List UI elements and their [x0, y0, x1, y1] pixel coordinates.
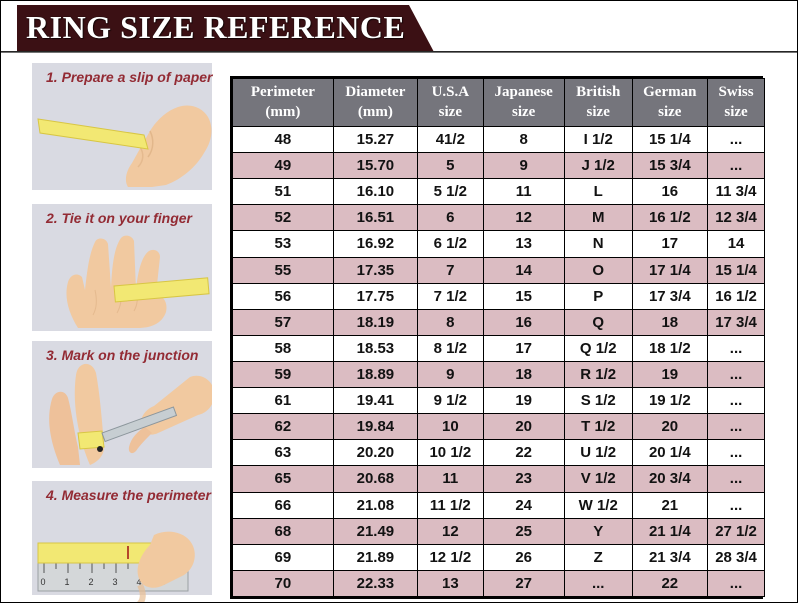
svg-text:2: 2	[88, 577, 93, 587]
svg-text:0: 0	[40, 577, 45, 587]
svg-text:1: 1	[64, 577, 69, 587]
svg-text:3: 3	[112, 577, 117, 587]
